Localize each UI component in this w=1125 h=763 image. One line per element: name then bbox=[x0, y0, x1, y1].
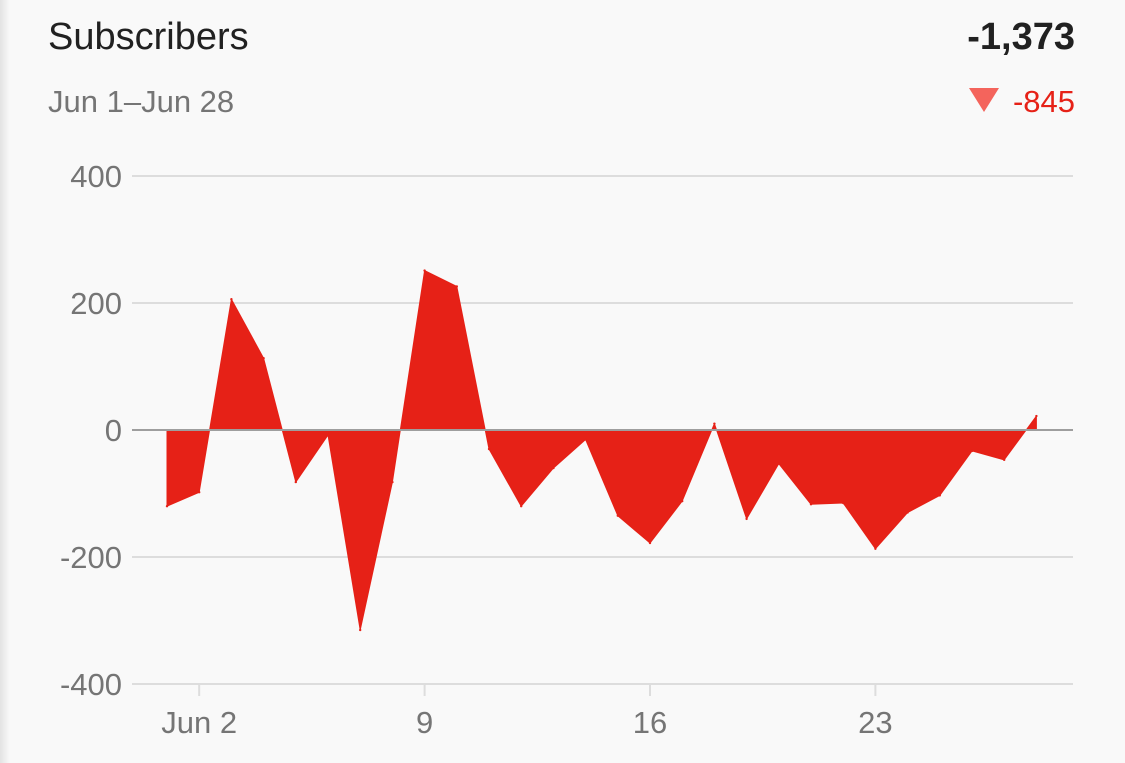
data-point bbox=[906, 511, 909, 514]
data-point bbox=[970, 449, 974, 453]
series-area bbox=[166, 270, 1037, 631]
data-point bbox=[648, 541, 652, 545]
data-point bbox=[359, 628, 362, 632]
data-point bbox=[520, 505, 523, 508]
date-range: Jun 1–Jun 28 bbox=[48, 84, 235, 119]
data-point bbox=[809, 503, 813, 506]
data-point bbox=[842, 501, 845, 505]
y-tick-label: 0 bbox=[105, 413, 122, 448]
data-point bbox=[198, 491, 201, 494]
change-value: -845 bbox=[1012, 84, 1075, 119]
x-tick-label: 9 bbox=[416, 705, 433, 740]
data-point bbox=[938, 494, 941, 497]
triangle-down-icon bbox=[968, 84, 999, 120]
data-point bbox=[584, 438, 587, 441]
window-edge bbox=[0, 0, 10, 763]
data-point bbox=[294, 480, 297, 484]
data-point bbox=[745, 517, 748, 521]
x-tick-label: 23 bbox=[858, 705, 892, 740]
x-tick-label: 16 bbox=[633, 705, 667, 740]
data-point bbox=[487, 447, 491, 451]
y-tick-label: 200 bbox=[70, 286, 122, 321]
data-point bbox=[681, 499, 684, 503]
data-point bbox=[165, 505, 169, 508]
data-point bbox=[874, 547, 877, 550]
data-point bbox=[552, 466, 555, 470]
data-point bbox=[230, 297, 233, 301]
data-point bbox=[423, 269, 426, 272]
data-point bbox=[455, 285, 458, 288]
y-tick-label: 400 bbox=[70, 159, 122, 194]
metric-total: -1,373 bbox=[967, 16, 1075, 58]
data-point bbox=[616, 514, 619, 517]
data-point bbox=[713, 422, 716, 425]
data-point bbox=[326, 433, 330, 437]
x-tick-label: Jun 2 bbox=[161, 705, 237, 740]
y-tick-label: -200 bbox=[60, 540, 122, 575]
data-point bbox=[391, 480, 394, 484]
change-indicator: -845 bbox=[968, 84, 1075, 120]
data-point bbox=[262, 357, 265, 360]
data-point bbox=[1003, 458, 1006, 462]
metric-title: Subscribers bbox=[48, 16, 249, 58]
data-point bbox=[1035, 414, 1038, 418]
y-tick-label: -400 bbox=[60, 667, 122, 702]
data-point bbox=[777, 462, 780, 465]
